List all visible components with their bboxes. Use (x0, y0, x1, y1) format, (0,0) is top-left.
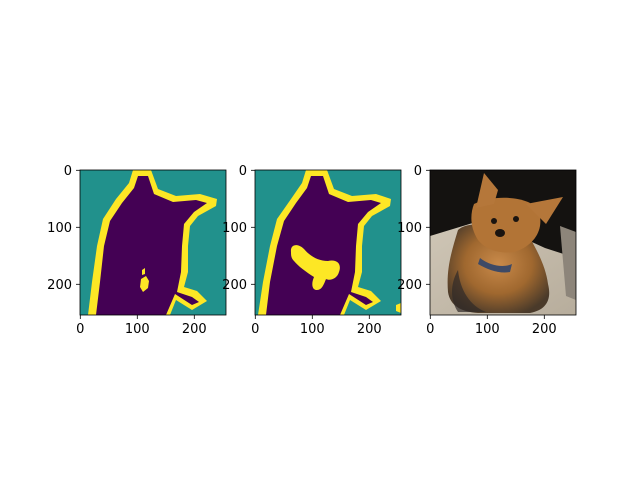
panel-1: 0 100 200 0 100 200 (47, 164, 227, 337)
panel-1-x-tick-100: 100 (125, 322, 150, 337)
panel-1-x-tick-0: 0 (76, 322, 84, 337)
panel-2-x-tick-0: 0 (251, 322, 259, 337)
photo-right-wall (560, 226, 576, 300)
panel-2-y-axis: 0 100 200 (222, 164, 255, 293)
panel-2-x-axis: 0 100 200 (251, 315, 382, 337)
panel-2-x-tick-200: 200 (357, 322, 382, 337)
panel-2-foreground (266, 176, 381, 315)
panel-2: 0 100 200 0 100 200 (222, 164, 402, 337)
dog-right-ear (526, 197, 563, 224)
panel-3-x-tick-100: 100 (475, 322, 500, 337)
panel-3-y-axis: 0 100 200 (397, 164, 430, 293)
panel-1-x-tick-200: 200 (182, 322, 207, 337)
panel-1-foreground (96, 176, 207, 315)
panel-3-x-tick-200: 200 (532, 322, 557, 337)
panel-1-y-axis: 0 100 200 (47, 164, 80, 293)
panel-1-y-tick-200: 200 (47, 278, 72, 293)
panel-1-frame (79, 169, 227, 316)
dog-dark-fur (452, 270, 486, 312)
dog-left-ear (476, 173, 498, 208)
panel-2-y-tick-0: 0 (239, 164, 247, 179)
panel-2-edge-spot (396, 303, 401, 313)
panel-2-y-tick-200: 200 (222, 278, 247, 293)
dog-nose (495, 229, 505, 237)
panel-2-frame (254, 169, 402, 316)
panel-1-image (80, 170, 226, 315)
panel-3-x-tick-0: 0 (426, 322, 434, 337)
panel-1-y-tick-100: 100 (47, 221, 72, 236)
panel-2-y-tick-100: 100 (222, 221, 247, 236)
dog-head (471, 197, 541, 253)
panel-2-image (255, 170, 401, 315)
panel-1-x-axis: 0 100 200 (76, 315, 207, 337)
panel-2-blob (290, 245, 340, 290)
panel-1-spot (140, 268, 149, 292)
panel-3: 0 100 200 0 100 200 (397, 164, 577, 337)
panel-3-x-axis: 0 100 200 (426, 315, 557, 337)
panel-1-y-tick-0: 0 (64, 164, 72, 179)
panel-3-y-tick-0: 0 (414, 164, 422, 179)
dog-left-eye (491, 218, 497, 224)
panel-3-y-tick-200: 200 (397, 278, 422, 293)
dog-photo (430, 170, 576, 315)
panel-3-y-tick-100: 100 (397, 221, 422, 236)
dog-collar (478, 258, 512, 273)
panel-3-frame (429, 169, 577, 316)
dog-right-eye (513, 216, 519, 222)
panel-2-x-tick-100: 100 (300, 322, 325, 337)
